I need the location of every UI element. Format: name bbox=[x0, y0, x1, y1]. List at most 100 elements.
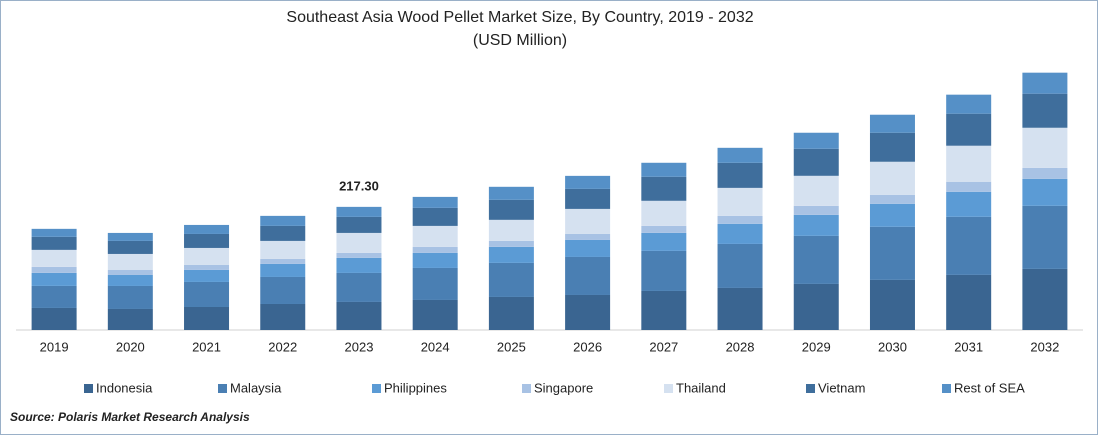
bar-segment bbox=[488, 246, 534, 263]
bar-segment bbox=[336, 272, 382, 302]
legend-label: Thailand bbox=[676, 380, 726, 395]
bar-segment bbox=[184, 269, 230, 282]
bar-segment bbox=[1022, 178, 1068, 206]
bar-segment bbox=[336, 257, 382, 273]
bar-segment bbox=[565, 175, 611, 189]
bar-segment bbox=[336, 206, 382, 217]
bar-segment bbox=[488, 186, 534, 200]
bar-segment bbox=[717, 223, 763, 244]
bar-segment bbox=[946, 181, 992, 192]
bar-segment bbox=[31, 272, 77, 286]
x-tick-label: 2022 bbox=[268, 339, 297, 354]
bar-segment bbox=[107, 285, 153, 309]
legend-label: Malaysia bbox=[230, 380, 282, 395]
bar-segment bbox=[31, 249, 77, 267]
bar-segment bbox=[717, 187, 763, 216]
x-tick-label: 2029 bbox=[802, 339, 831, 354]
bar-segment bbox=[412, 196, 458, 208]
bar-segment bbox=[869, 132, 915, 162]
bar-segment bbox=[717, 243, 763, 288]
bar-segment bbox=[946, 145, 992, 182]
bar-segment bbox=[1022, 268, 1068, 330]
bar-segment bbox=[869, 161, 915, 195]
bar-segment bbox=[260, 303, 306, 330]
bar-segment bbox=[565, 294, 611, 330]
x-tick-label: 2024 bbox=[421, 339, 450, 354]
bar-segment bbox=[31, 307, 77, 330]
bar-segment bbox=[641, 200, 687, 226]
bar-segment bbox=[107, 308, 153, 330]
bar-segment bbox=[641, 250, 687, 291]
bar-segment bbox=[717, 162, 763, 188]
bar-segment bbox=[336, 232, 382, 253]
bar-segment bbox=[31, 266, 77, 273]
bar-segment bbox=[565, 208, 611, 234]
chart-subtitle: (USD Million) bbox=[473, 32, 567, 49]
bar-segment bbox=[107, 253, 153, 270]
x-tick-label: 2031 bbox=[954, 339, 983, 354]
bar-segment bbox=[1022, 205, 1068, 269]
total-label: 217.30 bbox=[339, 178, 379, 193]
source: Source: Polaris Market Research Analysis bbox=[10, 410, 250, 424]
bar-segment bbox=[184, 281, 230, 307]
x-tick-label: 2032 bbox=[1030, 339, 1059, 354]
bar-segment bbox=[31, 236, 77, 250]
bar-segment bbox=[412, 225, 458, 247]
bar-segment bbox=[260, 276, 306, 304]
bar-segment bbox=[488, 296, 534, 330]
bar-segment bbox=[1022, 167, 1068, 179]
bar-segment bbox=[793, 175, 839, 206]
bar-segment bbox=[260, 215, 306, 226]
bar-segment bbox=[31, 228, 77, 237]
x-tick-label: 2026 bbox=[573, 339, 602, 354]
legend-swatch bbox=[942, 384, 951, 393]
bar-segment bbox=[793, 283, 839, 330]
bar-segment bbox=[488, 240, 534, 247]
bar-segment bbox=[1022, 93, 1068, 128]
bar-segment bbox=[869, 194, 915, 204]
bar-segment bbox=[946, 216, 992, 275]
bar-segment bbox=[488, 199, 534, 220]
legend-swatch bbox=[664, 384, 673, 393]
bar-segment bbox=[31, 285, 77, 308]
bar-segment bbox=[488, 262, 534, 297]
x-tick-label: 2030 bbox=[878, 339, 907, 354]
bar-segment bbox=[1022, 127, 1068, 168]
legend-swatch bbox=[522, 384, 531, 393]
bar-segment bbox=[565, 256, 611, 295]
bar-segment bbox=[793, 132, 839, 149]
bar-segment bbox=[946, 94, 992, 114]
bar-segment bbox=[565, 188, 611, 209]
bar-segment bbox=[184, 247, 230, 265]
bar-segment bbox=[869, 203, 915, 227]
bar-segment bbox=[260, 240, 306, 259]
bar-segment bbox=[717, 147, 763, 163]
bar-segment bbox=[412, 252, 458, 268]
chart-title: Southeast Asia Wood Pellet Market Size, … bbox=[286, 9, 753, 26]
bar-segment bbox=[184, 306, 230, 330]
bar-segment bbox=[184, 224, 230, 234]
bar-segment bbox=[184, 264, 230, 270]
bar-segment bbox=[107, 240, 153, 254]
legend-label: Indonesia bbox=[96, 380, 153, 395]
bar-segment bbox=[793, 205, 839, 215]
bar-segment bbox=[869, 279, 915, 330]
x-tick-label: 2023 bbox=[345, 339, 374, 354]
bar-segment bbox=[412, 299, 458, 330]
x-tick-label: 2025 bbox=[497, 339, 526, 354]
bar-segment bbox=[717, 215, 763, 224]
x-tick-label: 2020 bbox=[116, 339, 145, 354]
bar-segment bbox=[565, 239, 611, 257]
bar-segment bbox=[1022, 72, 1068, 94]
x-tick-label: 2021 bbox=[192, 339, 221, 354]
bar-segment bbox=[869, 114, 915, 133]
bar-segment bbox=[793, 235, 839, 284]
bar-segment bbox=[412, 207, 458, 226]
bar-segment bbox=[641, 225, 687, 233]
bar-segment bbox=[793, 214, 839, 236]
bar-segment bbox=[717, 287, 763, 330]
legend-label: Rest of SEA bbox=[954, 380, 1025, 395]
bar-segment bbox=[260, 263, 306, 277]
